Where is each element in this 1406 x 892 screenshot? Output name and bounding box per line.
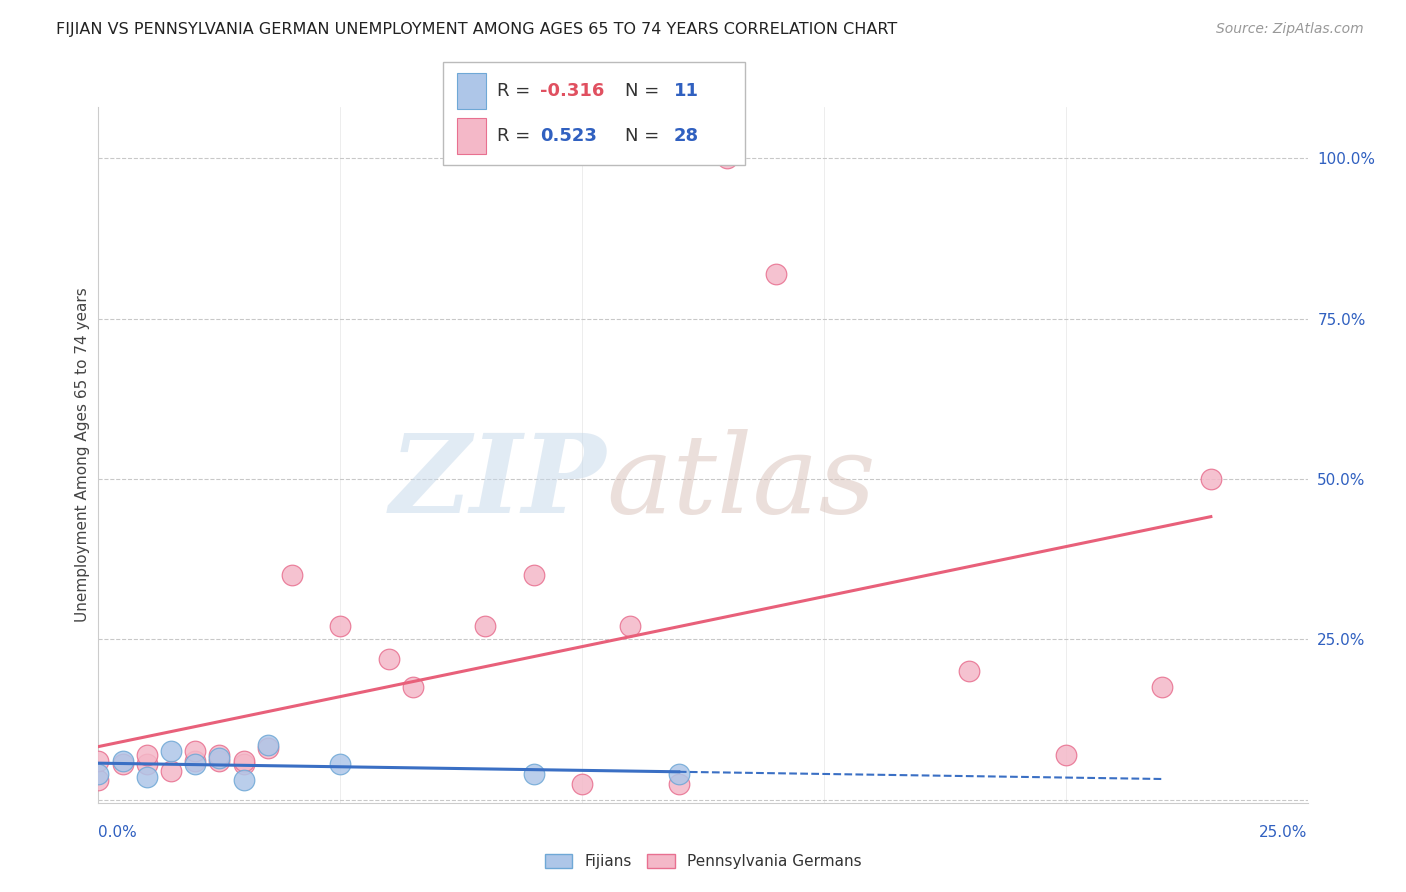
Point (957, 665, 980, 679)
Point (668, 767, 690, 781)
Text: 0.0%: 0.0% (98, 825, 138, 840)
Point (135, 770, 157, 784)
Point (232, 757, 254, 772)
Point (281, 568, 304, 582)
Point (208, 751, 231, 765)
Text: atlas: atlas (606, 429, 876, 536)
Point (668, 776, 690, 790)
Text: 0.523: 0.523 (540, 128, 596, 145)
Point (1199, 472, 1222, 486)
Bar (457, 73, 485, 109)
Point (256, 741, 278, 756)
Text: R =: R = (496, 128, 536, 145)
Y-axis label: Unemployment Among Ages 65 to 74 years: Unemployment Among Ages 65 to 74 years (75, 287, 90, 623)
Text: FIJIAN VS PENNSYLVANIA GERMAN UNEMPLOYMENT AMONG AGES 65 TO 74 YEARS CORRELATION: FIJIAN VS PENNSYLVANIA GERMAN UNEMPLOYME… (56, 22, 897, 37)
Text: 11: 11 (673, 82, 699, 100)
Point (208, 747, 231, 762)
Point (523, 568, 546, 582)
Bar (457, 119, 485, 154)
Point (1152, 681, 1174, 695)
Point (716, 152, 738, 166)
Point (377, 651, 399, 665)
Point (184, 757, 207, 772)
Point (135, 757, 157, 772)
Point (87, 773, 110, 788)
Point (571, 776, 593, 790)
Point (87, 754, 110, 768)
Text: R =: R = (496, 82, 536, 100)
Point (111, 754, 134, 768)
Point (160, 744, 183, 758)
Point (160, 764, 183, 778)
Point (111, 757, 134, 772)
Text: N =: N = (626, 128, 665, 145)
Point (232, 773, 254, 788)
Point (523, 767, 546, 781)
Point (232, 754, 254, 768)
Point (184, 754, 207, 768)
Point (402, 681, 425, 695)
Point (765, 267, 787, 281)
Point (256, 738, 278, 752)
Text: 28: 28 (673, 128, 699, 145)
Point (184, 744, 207, 758)
Text: -0.316: -0.316 (540, 82, 605, 100)
Point (474, 619, 496, 633)
Text: 25.0%: 25.0% (1260, 825, 1308, 840)
Point (329, 619, 352, 633)
Text: N =: N = (626, 82, 665, 100)
Text: Source: ZipAtlas.com: Source: ZipAtlas.com (1216, 22, 1364, 37)
Point (135, 747, 157, 762)
Point (1054, 747, 1077, 762)
Point (87, 767, 110, 781)
Legend: Fijians, Pennsylvania Germans: Fijians, Pennsylvania Germans (538, 847, 868, 875)
Text: ZIP: ZIP (389, 429, 606, 536)
Point (619, 619, 641, 633)
Point (329, 757, 352, 772)
Point (208, 754, 231, 768)
